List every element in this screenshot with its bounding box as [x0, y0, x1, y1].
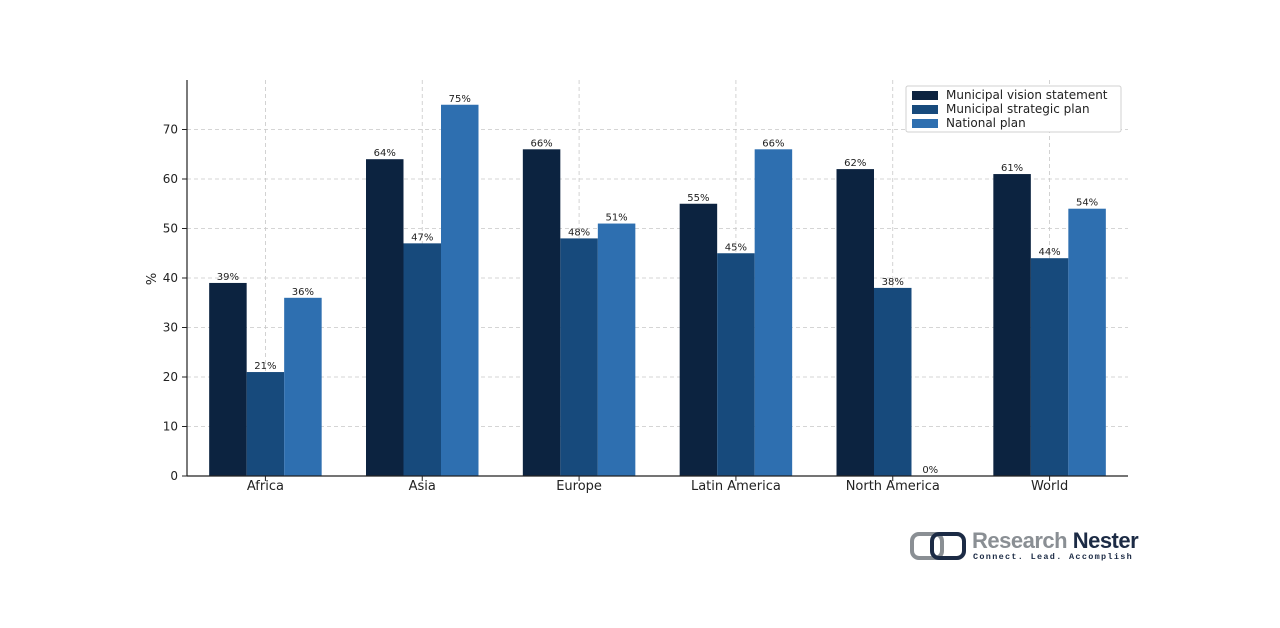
data-label: 47% — [411, 232, 433, 243]
y-tick-label: 50 — [163, 222, 178, 236]
data-label: 66% — [762, 138, 784, 149]
bar — [754, 149, 793, 477]
data-label: 21% — [254, 361, 276, 372]
y-tick-label: 60 — [163, 172, 178, 186]
data-label: 61% — [1001, 163, 1023, 174]
logo-name-part1: Research — [972, 528, 1068, 553]
bar — [597, 223, 636, 476]
bars — [209, 104, 1106, 477]
legend-swatch — [912, 91, 938, 100]
bar — [1030, 258, 1069, 476]
y-tick-label: 30 — [163, 321, 178, 335]
legend-swatch — [912, 105, 938, 114]
data-label: 75% — [449, 94, 471, 105]
logo-tagline: Connect. Lead. Accomplish — [973, 552, 1134, 562]
data-label: 39% — [217, 272, 239, 283]
legend-label: National plan — [946, 116, 1026, 130]
grid-lines — [187, 80, 1128, 476]
bar — [993, 174, 1031, 477]
bar — [441, 104, 479, 476]
logo-name: Research Nester — [972, 528, 1139, 554]
data-label: 0% — [922, 465, 938, 476]
x-tick-label: North America — [846, 479, 940, 494]
x-tick-label: Europe — [556, 479, 602, 494]
logo-icon — [910, 532, 966, 560]
bar — [874, 287, 912, 476]
bar — [679, 203, 718, 476]
tick-labels: 0 10 20 30 40 50 60 70 Africa Asia Europe Latin Ame… — [163, 123, 1068, 495]
x-tick-label: World — [1031, 479, 1068, 494]
legend-swatch — [912, 119, 938, 128]
y-tick-label: 20 — [163, 370, 178, 384]
bar — [717, 253, 755, 476]
bar — [366, 159, 404, 476]
y-tick-label: 40 — [163, 271, 178, 285]
data-label: 55% — [687, 193, 709, 204]
legend-box — [905, 85, 1122, 133]
bar — [522, 149, 561, 477]
data-label: 54% — [1076, 198, 1098, 209]
y-tick-label: 0 — [170, 469, 178, 483]
axes — [182, 80, 1128, 481]
data-label: 45% — [725, 242, 747, 253]
bar — [1068, 208, 1106, 476]
data-label: 64% — [374, 148, 396, 159]
bar — [560, 238, 598, 476]
y-tick-label: 70 — [163, 123, 178, 137]
data-label: 51% — [605, 213, 627, 224]
data-label: 44% — [1038, 247, 1060, 258]
bar — [836, 169, 874, 476]
y-tick-label: 10 — [163, 420, 178, 434]
data-label: 38% — [882, 277, 904, 288]
bar — [403, 243, 441, 476]
x-tick-label: Asia — [409, 479, 436, 494]
x-tick-label: Africa — [247, 479, 284, 494]
logo-name-part2: Nester — [1072, 528, 1139, 553]
data-label: 36% — [292, 287, 314, 298]
data-label: 48% — [568, 227, 590, 238]
legend-label: Municipal strategic plan — [946, 102, 1090, 116]
data-labels: 39% 21% 36% 64% 47% 75% 66% 48% 51% 55% 45% 66% 62% 3… — [217, 94, 1098, 476]
y-axis-label: % — [145, 273, 160, 285]
bar — [284, 297, 322, 476]
bar — [246, 372, 285, 476]
legend-label: Municipal vision statement — [946, 88, 1108, 102]
research-nester-logo: Research Nester Connect. Lead. Accomplis… — [910, 528, 1139, 564]
data-label: 62% — [844, 158, 866, 169]
data-label: 66% — [530, 138, 552, 149]
x-tick-label: Latin America — [691, 479, 781, 494]
bar — [209, 282, 247, 476]
